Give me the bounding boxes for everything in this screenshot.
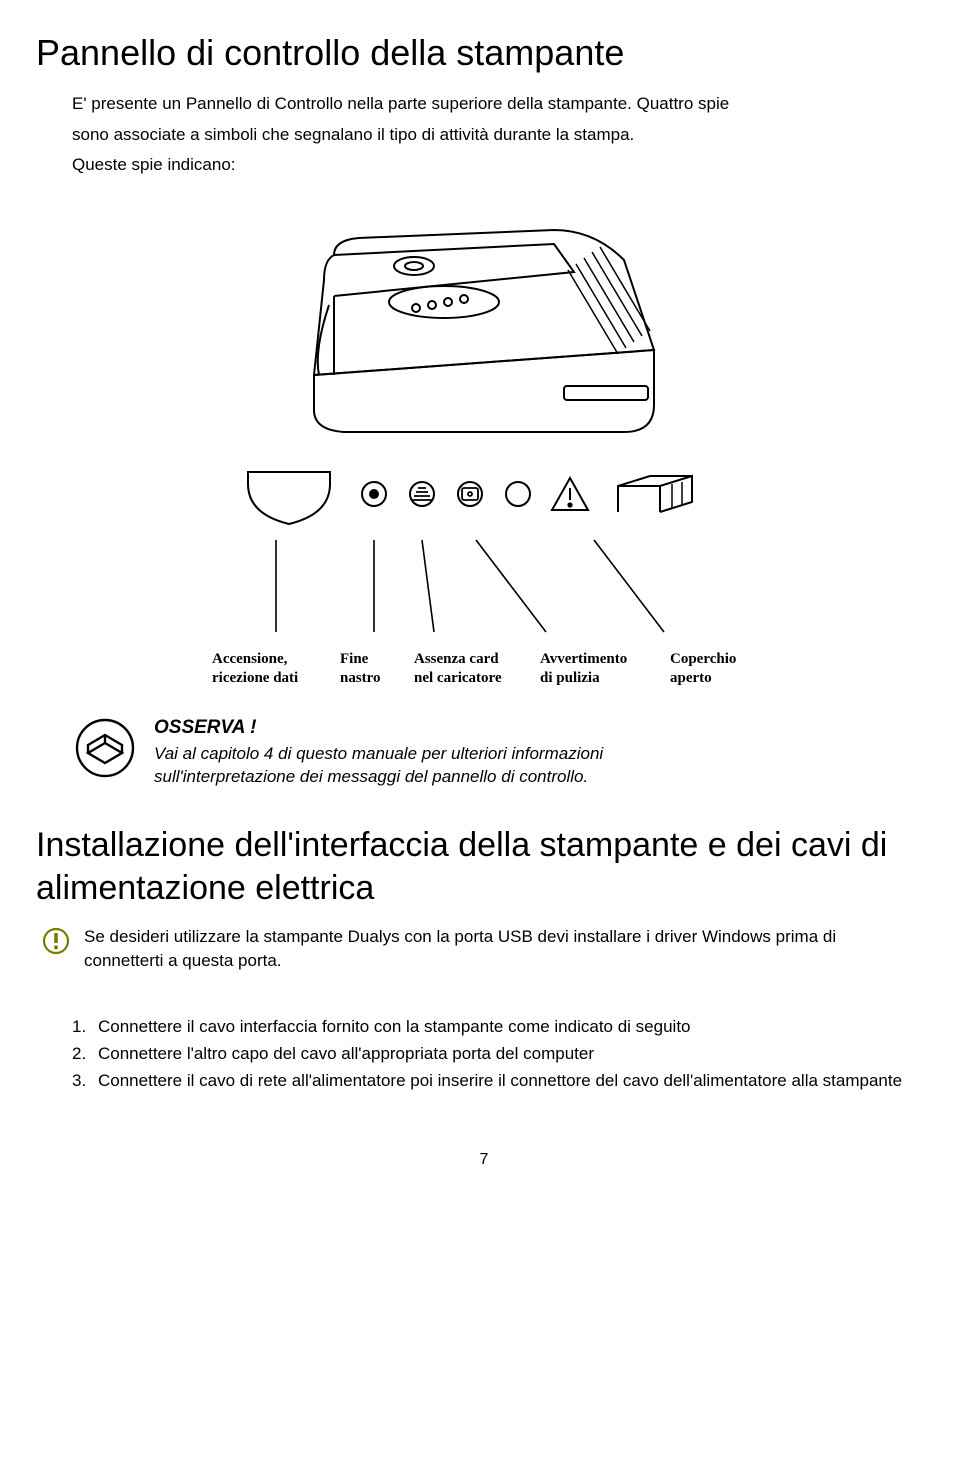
step-number: 1.: [72, 1013, 98, 1040]
label-ribbon-end: Fine nastro: [340, 650, 396, 689]
label-power: Accensione, ricezione dati: [212, 650, 322, 689]
observe-title: OSSERVA !: [154, 715, 634, 741]
step-number: 2.: [72, 1040, 98, 1067]
step-text: Connettere il cavo interfaccia fornito c…: [98, 1013, 691, 1040]
label-no-card: Assenza card nel caricatore: [414, 650, 522, 689]
usb-warning-text: Se desideri utilizzare la stampante Dual…: [84, 925, 864, 973]
observe-text: Vai al capitolo 4 di questo manuale per …: [154, 744, 603, 786]
step-3: 3. Connettere il cavo di rete all'alimen…: [72, 1067, 932, 1094]
steps-list: 1. Connettere il cavo interfaccia fornit…: [72, 1013, 932, 1095]
page-number: 7: [36, 1151, 932, 1169]
indicator-labels: Accensione, ricezione dati Fine nastro A…: [36, 650, 932, 689]
label-cleaning: Avvertimento di pulizia: [540, 650, 652, 689]
usb-warning-note: Se desideri utilizzare la stampante Dual…: [42, 925, 932, 973]
observe-icon: [72, 715, 138, 781]
intro-line-3: Queste spie indicano:: [72, 153, 932, 178]
page-title: Pannello di controllo della stampante: [36, 32, 932, 74]
step-2: 2. Connettere l'altro capo del cavo all'…: [72, 1040, 932, 1067]
intro-line-1: E' presente un Pannello di Controllo nel…: [72, 92, 932, 117]
step-number: 3.: [72, 1067, 98, 1094]
section-heading: Installazione dell'interfaccia della sta…: [36, 824, 932, 909]
panel-icons-row: [224, 464, 744, 536]
warning-icon: [42, 927, 70, 955]
step-1: 1. Connettere il cavo interfaccia fornit…: [72, 1013, 932, 1040]
step-text: Connettere l'altro capo del cavo all'app…: [98, 1040, 594, 1067]
intro-line-2: sono associate a simboli che segnalano i…: [72, 123, 932, 148]
label-cover-open: Coperchio aperto: [670, 650, 756, 689]
printer-figure: [274, 200, 694, 460]
note-observe: OSSERVA ! Vai al capitolo 4 di questo ma…: [72, 715, 932, 789]
callout-lines: [174, 536, 794, 646]
step-text: Connettere il cavo di rete all'alimentat…: [98, 1067, 902, 1094]
